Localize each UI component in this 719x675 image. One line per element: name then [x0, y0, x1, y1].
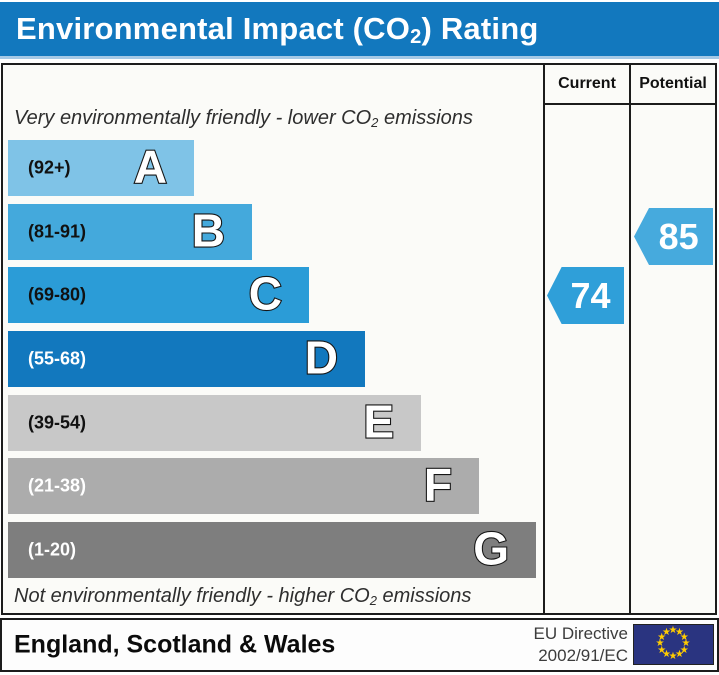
page-title: Environmental Impact (CO2) Rating	[16, 11, 539, 49]
band-row-b: (81-91) B	[8, 204, 252, 260]
current-rating-arrow: 74	[547, 267, 624, 324]
band-range-label: (21-38)	[28, 475, 87, 496]
band-row-g: (1-20) G	[8, 522, 536, 578]
region-label: England, Scotland & Wales	[14, 630, 336, 659]
band-letter: F	[423, 458, 453, 511]
eu-directive-label: EU Directive 2002/91/EC	[534, 623, 628, 667]
band-range-label: (39-54)	[28, 412, 87, 433]
band-row-a: (92+) A	[8, 140, 194, 196]
rating-chart: Current Potential Very environmentally f…	[1, 63, 717, 615]
column-header-current: Current	[558, 75, 616, 92]
band-row-c: (69-80) C	[8, 267, 309, 323]
band-row-f: (21-38) F	[8, 458, 479, 514]
eu-directive-line2: 2002/91/EC	[538, 646, 628, 665]
band-letter: B	[191, 204, 226, 257]
band-range-label: (1-20)	[28, 539, 77, 560]
column-divider-current	[543, 65, 545, 613]
potential-rating-arrow: 85	[634, 208, 713, 265]
band-row-e: (39-54) E	[8, 395, 421, 451]
footer-bar: England, Scotland & Wales EU Directive 2…	[0, 618, 719, 672]
eu-flag: ★ ★ ★ ★ ★ ★ ★ ★ ★ ★ ★ ★	[633, 624, 714, 665]
band-letter: E	[362, 395, 395, 448]
column-divider-potential	[629, 65, 631, 613]
header-underline	[543, 103, 715, 105]
band-letter: A	[133, 140, 168, 193]
bottom-scale-note: Not environmentally friendly - higher CO…	[14, 585, 472, 608]
band-letter: C	[248, 267, 283, 320]
top-scale-note: Very environmentally friendly - lower CO…	[14, 107, 473, 130]
title-bar: Environmental Impact (CO2) Rating	[0, 2, 719, 59]
band-range-label: (55-68)	[28, 348, 87, 369]
band-range-label: (92+)	[28, 157, 71, 178]
band-range-label: (69-80)	[28, 284, 87, 305]
column-header-potential: Potential	[639, 75, 707, 92]
current-rating-value: 74	[570, 274, 611, 316]
band-letter: G	[472, 522, 510, 575]
band-letter: D	[304, 331, 339, 384]
eu-directive-line1: EU Directive	[533, 624, 628, 643]
band-range-label: (81-91)	[28, 221, 87, 242]
band-row-d: (55-68) D	[8, 331, 365, 387]
potential-rating-value: 85	[658, 215, 699, 257]
